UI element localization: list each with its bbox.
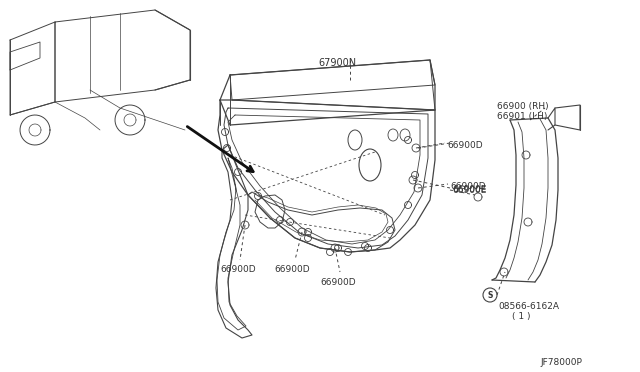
Text: 66900D: 66900D (220, 265, 255, 274)
Text: 08566-6162A: 08566-6162A (498, 302, 559, 311)
Text: 66900D: 66900D (447, 141, 483, 150)
Text: 66900D: 66900D (320, 278, 356, 287)
Text: 66901 (LH): 66901 (LH) (497, 112, 547, 121)
Text: S: S (487, 291, 493, 299)
Text: 66900E: 66900E (452, 186, 486, 195)
Text: JF78000P: JF78000P (540, 358, 582, 367)
Text: ( 1 ): ( 1 ) (512, 312, 531, 321)
Text: 67900N: 67900N (318, 58, 356, 68)
Text: 66900 (RH): 66900 (RH) (497, 102, 548, 111)
Text: 66900D: 66900D (450, 182, 486, 191)
Text: 66900D: 66900D (274, 265, 310, 274)
Text: 66900E: 66900E (452, 185, 486, 194)
